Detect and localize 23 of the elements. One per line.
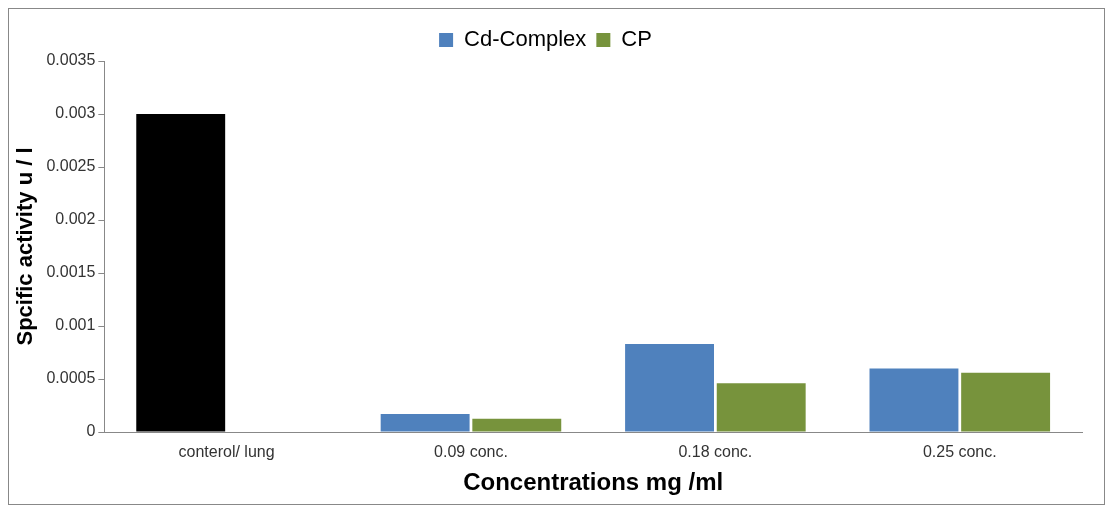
x-tick-label: 0.18 conc. (678, 443, 753, 461)
bar (380, 413, 470, 432)
y-tick-label: 0 (86, 422, 96, 440)
y-tick-label: 0.0035 (46, 51, 96, 69)
legend-label: Cd-Complex (464, 26, 587, 52)
y-tick-label: 0.0005 (46, 369, 96, 387)
bar (961, 372, 1051, 432)
bar (716, 383, 806, 432)
x-tick-label: 0.25 conc. (922, 443, 997, 461)
x-axis-title: Concentrations mg /ml (463, 468, 724, 496)
x-tick-label: conterol/ lung (178, 443, 275, 461)
bar (136, 114, 226, 432)
bar (625, 344, 714, 432)
y-tick-label: 0.003 (55, 104, 96, 122)
y-axis-title: Spcific activity u / l (12, 147, 38, 346)
y-tick-label: 0.002 (55, 210, 96, 228)
x-tick-label: 0.09 conc. (434, 443, 508, 461)
y-tick-label: 0.001 (55, 316, 96, 334)
y-tick-label: 0.0025 (46, 157, 96, 175)
y-tick-label: 0.0015 (46, 263, 96, 281)
legend-label: CP (621, 26, 652, 52)
bar (472, 418, 562, 432)
bar (869, 368, 959, 432)
